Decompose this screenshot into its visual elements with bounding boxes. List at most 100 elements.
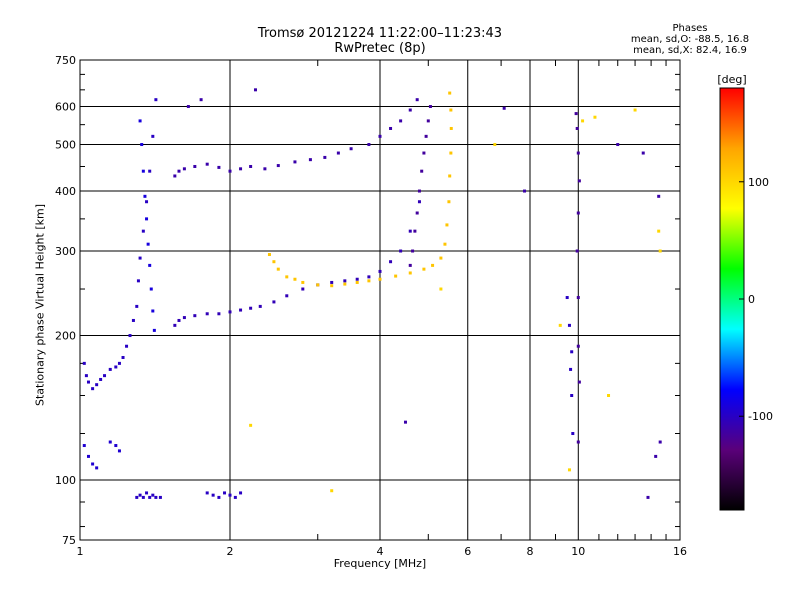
data-point bbox=[576, 344, 580, 348]
data-point bbox=[86, 380, 90, 384]
data-point bbox=[148, 495, 152, 499]
data-point bbox=[249, 423, 253, 427]
data-point bbox=[149, 287, 153, 291]
data-point bbox=[445, 223, 449, 227]
data-point bbox=[449, 151, 453, 155]
data-point bbox=[205, 312, 209, 316]
data-point bbox=[114, 365, 118, 369]
data-point bbox=[367, 279, 371, 283]
data-point bbox=[145, 217, 149, 221]
data-point bbox=[565, 296, 569, 300]
data-point bbox=[408, 108, 412, 112]
y-tick-label: 100 bbox=[55, 474, 76, 487]
data-point bbox=[249, 164, 253, 168]
data-point bbox=[143, 194, 147, 198]
data-point bbox=[145, 491, 149, 495]
data-point bbox=[301, 287, 305, 291]
x-tick-label: 1 bbox=[77, 545, 84, 558]
data-point bbox=[99, 377, 103, 381]
data-point bbox=[199, 98, 203, 102]
data-point bbox=[523, 189, 527, 193]
data-point bbox=[426, 119, 430, 123]
data-point bbox=[263, 167, 267, 171]
data-point bbox=[575, 249, 579, 253]
data-point bbox=[349, 147, 353, 151]
data-point bbox=[420, 169, 424, 173]
data-point bbox=[343, 279, 347, 283]
data-point bbox=[253, 88, 257, 92]
data-point bbox=[422, 151, 426, 155]
data-point bbox=[86, 454, 90, 458]
data-point bbox=[367, 143, 371, 147]
data-point bbox=[151, 309, 155, 313]
data-point bbox=[91, 387, 95, 391]
data-point bbox=[285, 275, 289, 279]
data-point bbox=[205, 162, 209, 166]
stats-heading: Phases bbox=[672, 23, 708, 34]
data-point bbox=[182, 167, 186, 171]
x-tick-label: 16 bbox=[673, 545, 687, 558]
data-point bbox=[431, 263, 435, 267]
data-point bbox=[447, 200, 451, 204]
data-point bbox=[177, 318, 181, 322]
data-point bbox=[152, 328, 156, 332]
data-point bbox=[239, 308, 243, 312]
data-point bbox=[449, 108, 453, 112]
data-point bbox=[654, 454, 658, 458]
data-point bbox=[140, 143, 144, 147]
data-point bbox=[449, 126, 453, 130]
data-point bbox=[567, 468, 571, 472]
data-point bbox=[154, 98, 158, 102]
data-point bbox=[439, 256, 443, 260]
data-point bbox=[138, 493, 142, 497]
data-point bbox=[439, 287, 443, 291]
data-point bbox=[103, 374, 107, 378]
x-tick-label: 4 bbox=[377, 545, 384, 558]
y-tick-label: 200 bbox=[55, 330, 76, 343]
data-point bbox=[378, 134, 382, 138]
data-point bbox=[193, 164, 197, 168]
data-point bbox=[343, 282, 347, 286]
data-point bbox=[272, 300, 276, 304]
data-point bbox=[117, 449, 121, 453]
x-tick-label: 8 bbox=[527, 545, 534, 558]
data-point bbox=[177, 169, 181, 173]
data-point bbox=[233, 495, 237, 499]
data-point bbox=[576, 211, 580, 215]
data-point bbox=[355, 280, 359, 284]
data-point bbox=[95, 383, 99, 387]
data-point bbox=[228, 493, 232, 497]
data-point bbox=[193, 314, 197, 318]
data-point bbox=[121, 355, 125, 359]
data-point bbox=[217, 165, 221, 169]
data-point bbox=[330, 280, 334, 284]
data-point bbox=[293, 160, 297, 164]
data-point bbox=[141, 169, 145, 173]
data-point bbox=[117, 361, 121, 365]
data-point bbox=[316, 283, 320, 287]
data-point bbox=[417, 200, 421, 204]
data-point bbox=[223, 491, 227, 495]
data-point bbox=[108, 367, 112, 371]
data-point bbox=[607, 394, 611, 398]
data-point bbox=[285, 294, 289, 298]
x-axis-label: Frequency [MHz] bbox=[333, 557, 427, 570]
data-point bbox=[308, 158, 312, 162]
data-point bbox=[428, 105, 432, 109]
data-point bbox=[84, 374, 88, 378]
data-point bbox=[82, 444, 86, 448]
data-point bbox=[641, 151, 645, 155]
data-point bbox=[378, 269, 382, 273]
data-point bbox=[576, 296, 580, 300]
y-tick-label: 600 bbox=[55, 101, 76, 114]
data-point bbox=[258, 304, 262, 308]
data-point bbox=[173, 174, 177, 178]
data-point bbox=[249, 306, 253, 310]
data-point bbox=[502, 106, 506, 110]
data-point bbox=[82, 361, 86, 365]
data-point bbox=[569, 367, 573, 371]
data-point bbox=[657, 194, 661, 198]
data-point bbox=[389, 126, 393, 130]
